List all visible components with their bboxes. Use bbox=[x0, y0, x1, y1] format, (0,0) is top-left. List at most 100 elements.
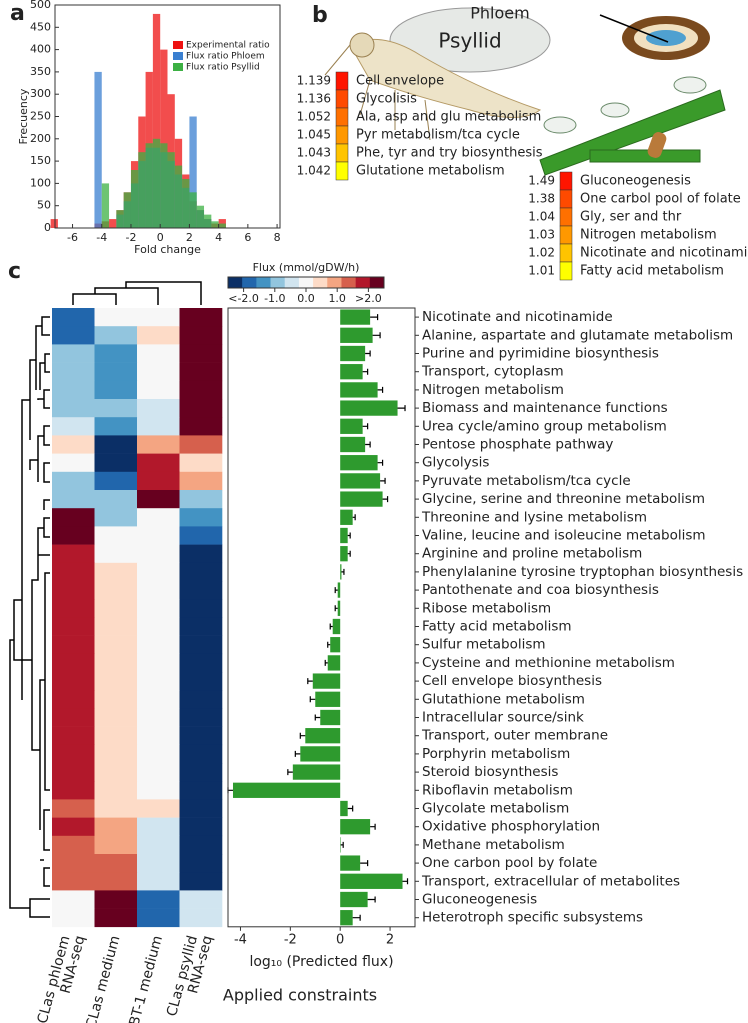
bar bbox=[340, 891, 368, 908]
bar bbox=[300, 746, 341, 762]
y-tick-label: 50 bbox=[37, 199, 51, 212]
heatmap-cell bbox=[137, 835, 180, 855]
rank-color bbox=[559, 189, 573, 209]
rank-label: Cell envelope bbox=[356, 74, 444, 89]
error-bar bbox=[352, 514, 356, 521]
error-bar bbox=[352, 914, 361, 921]
colorbar-cell bbox=[313, 277, 328, 288]
rank-value: 1.139 bbox=[297, 74, 331, 88]
heatmap-cell bbox=[137, 635, 180, 655]
heatmap-cell bbox=[94, 435, 138, 454]
heatmap-cell bbox=[179, 708, 223, 727]
heatmap-cell bbox=[94, 635, 138, 655]
row-label: Oxidative phosphorylation bbox=[422, 819, 600, 835]
heatmap-cell bbox=[179, 417, 223, 436]
heatmap-cell bbox=[179, 399, 223, 418]
error-bar bbox=[314, 714, 321, 721]
heatmap-cell bbox=[137, 672, 180, 691]
heatmap-cell bbox=[52, 508, 95, 527]
heatmap-cell bbox=[179, 526, 223, 545]
error-bar bbox=[362, 423, 369, 430]
x-tick-label: -6 bbox=[67, 231, 78, 244]
heatmap-cell bbox=[137, 581, 180, 600]
bar bbox=[315, 691, 341, 707]
rank-label: Glutatione metabolism bbox=[356, 164, 505, 179]
legend-label: Flux ratio Psyllid bbox=[186, 63, 260, 73]
bar bbox=[340, 382, 378, 398]
error-bar bbox=[341, 568, 345, 575]
colorbar-tick-label: >2.0 bbox=[355, 292, 382, 305]
rank-label: Nicotinate and nicotinamide bbox=[580, 246, 748, 261]
heatmap-cell bbox=[52, 599, 95, 618]
error-bar bbox=[377, 459, 384, 466]
bar bbox=[340, 855, 361, 871]
heatmap-cell bbox=[94, 908, 138, 928]
colorbar-cell bbox=[256, 277, 271, 288]
bar bbox=[327, 655, 341, 671]
rank-value: 1.01 bbox=[528, 264, 555, 278]
bar bbox=[340, 491, 383, 507]
bar bbox=[305, 728, 341, 744]
heatmap-cell bbox=[179, 453, 223, 473]
bar bbox=[330, 637, 341, 653]
rank-value: 1.136 bbox=[297, 92, 331, 106]
bar bbox=[340, 473, 381, 489]
rank-color bbox=[335, 125, 349, 145]
heatmap-cell bbox=[137, 362, 180, 382]
heatmap-cell bbox=[94, 399, 138, 418]
heatmap-cell bbox=[179, 781, 223, 800]
heatmap-cell bbox=[52, 854, 95, 873]
histogram-bar bbox=[94, 71, 102, 229]
rank-value: 1.052 bbox=[297, 110, 331, 124]
row-label: Urea cycle/amino group metabolism bbox=[422, 418, 667, 434]
colorbar-tick-label: 0.0 bbox=[297, 292, 315, 305]
panel-title: Phloem bbox=[470, 4, 529, 23]
heatmap-cell bbox=[137, 490, 180, 509]
legend-label: Flux ratio Phloem bbox=[186, 52, 265, 62]
heatmap-cell bbox=[94, 417, 138, 436]
colorbar-cell bbox=[242, 277, 257, 288]
rank-value: 1.04 bbox=[528, 210, 555, 224]
row-label: Transport, cytoplasm bbox=[421, 364, 564, 380]
heatmap-cell bbox=[179, 635, 223, 655]
error-bar bbox=[365, 441, 371, 448]
row-label: Nicotinate and nicotinamide bbox=[422, 309, 613, 325]
bar bbox=[340, 418, 363, 434]
error-bar bbox=[397, 405, 406, 412]
rank-label: Pyr metabolism/tca cycle bbox=[356, 128, 520, 143]
heatmap-cell bbox=[137, 781, 180, 800]
error-bar bbox=[327, 641, 331, 648]
row-label: Biomass and maintenance functions bbox=[422, 400, 668, 416]
y-tick-label: 250 bbox=[30, 110, 51, 123]
row-label: One carbon pool by folate bbox=[422, 855, 597, 871]
y-tick-label: 300 bbox=[30, 87, 51, 100]
y-tick-label: 400 bbox=[30, 43, 51, 56]
heatmap-cell bbox=[179, 362, 223, 382]
heatmap-cell bbox=[52, 744, 95, 764]
heatmap-cell bbox=[137, 617, 180, 636]
error-bar bbox=[370, 314, 379, 321]
error-bar bbox=[377, 386, 384, 393]
heatmap-cell bbox=[52, 653, 95, 673]
row-label: Glutathione metabolism bbox=[422, 691, 585, 707]
heatmap-cell bbox=[94, 763, 138, 782]
heatmap-cell bbox=[94, 599, 138, 618]
psyllid-drawing bbox=[324, 7, 551, 141]
heatmap-cell bbox=[137, 854, 180, 873]
heatmap-cell bbox=[94, 562, 138, 582]
bar bbox=[340, 873, 403, 889]
bar bbox=[340, 546, 348, 562]
row-label: Alanine, aspartate and glutamate metabol… bbox=[422, 327, 733, 343]
heatmap-cell bbox=[52, 763, 95, 782]
heatmap-cell bbox=[94, 380, 138, 400]
heatmap-cell bbox=[137, 690, 180, 709]
heatmap-cell bbox=[94, 617, 138, 636]
heatmap-cell bbox=[137, 817, 180, 837]
rank-color bbox=[559, 243, 573, 263]
row-label: Intracellular source/sink bbox=[422, 710, 584, 726]
bar bbox=[340, 345, 366, 362]
heatmap-cell bbox=[179, 380, 223, 400]
heatmap-cell bbox=[52, 362, 95, 382]
heatmap-xlabel: Applied constraints bbox=[223, 986, 377, 1005]
heatmap-cell bbox=[179, 817, 223, 837]
